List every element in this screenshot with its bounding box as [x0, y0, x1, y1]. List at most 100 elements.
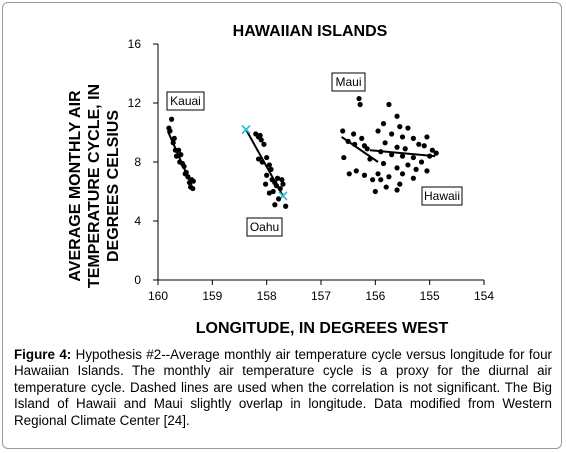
maui-label-box [331, 72, 366, 92]
maui-data-point [370, 177, 376, 183]
kauai-data-point [168, 116, 175, 122]
chart-title: HAWAIIAN ISLANDS [233, 23, 388, 40]
hawaii-data-point [380, 121, 387, 127]
hawaii-data-point [394, 113, 400, 119]
hawaii-data-point [394, 165, 400, 171]
hawaii-data-point [405, 125, 411, 131]
oahu-data-point [266, 190, 272, 196]
maui-data-point [353, 168, 359, 174]
hawaii-data-point [399, 134, 406, 140]
hawaii-data-point [399, 171, 406, 177]
hawaii-label-text: Hawaii [424, 189, 460, 203]
kauai-data-point [190, 185, 196, 192]
x-tick-label: 158 [257, 289, 277, 303]
hawaii-data-point [416, 141, 422, 147]
axes: 160 159 158 157 156 155 154 0 4 8 12 16 [128, 37, 495, 303]
hawaii-data-point [394, 144, 400, 150]
oahu-data-point [277, 185, 283, 192]
scatter-chart: HAWAIIAN ISLANDS AVERAGE MONTHLY AIR TEM… [67, 23, 495, 337]
oahu-data-point [279, 177, 285, 183]
caption-text: Hypothesis #2--Average monthly air tempe… [14, 347, 553, 428]
maui-data-point [367, 156, 373, 162]
kauai-label-box [166, 91, 205, 111]
hawaii-data-point [389, 152, 395, 158]
kauai-data-point [176, 147, 182, 153]
hawaii-data-point [375, 171, 381, 177]
oahu-data-point [264, 172, 270, 178]
oahu-data-point [273, 183, 280, 189]
maui-data-point [352, 141, 358, 147]
hawaii-data-point [410, 175, 416, 181]
hawaii-data-point [433, 150, 439, 156]
hawaii-data-point [394, 187, 400, 193]
hawaii-data-point [380, 160, 387, 167]
oahu-label-text: Oahu [250, 220, 279, 234]
kauai-data-point [182, 171, 188, 177]
oahu-data-point [266, 162, 272, 168]
oahu-data-point [268, 166, 274, 172]
hawaii-data-point [418, 159, 425, 165]
kauai-data-point [173, 153, 180, 159]
x-tick-label: 159 [202, 289, 222, 303]
kauai-data-point [181, 163, 187, 170]
oahu-label-box [246, 217, 283, 237]
hawaii-data-point [382, 140, 388, 146]
y-tick-label: 16 [128, 37, 142, 51]
oahu-data-point [261, 141, 267, 147]
kauai-data-point [178, 152, 184, 158]
oahu-data-point [255, 156, 262, 162]
oahu-data-point [272, 202, 278, 208]
oahu-data-point [258, 137, 264, 143]
maui-data-point [340, 128, 346, 134]
maui-data-point [346, 171, 352, 177]
oahu-fit-endpoint-marker [241, 124, 251, 135]
maui-data-point [341, 154, 347, 161]
y-axis-title-line-2: TEMPERATURE CYCLE, IN [86, 84, 103, 288]
hawaii-data-point [397, 124, 403, 130]
y-tick-label: 0 [134, 273, 141, 287]
maui-data-point [361, 172, 368, 178]
hawaii-data-point [386, 174, 392, 180]
oahu-data-point [276, 196, 282, 202]
oahu-data-point [280, 181, 286, 187]
hawaii-data-point [424, 134, 430, 140]
x-tick-label: 157 [311, 289, 331, 303]
hawaii-data-point [421, 143, 427, 149]
hawaii-data-point [399, 153, 406, 159]
x-tick-label: 154 [474, 289, 494, 303]
hawaii-data-point [378, 149, 384, 155]
hawaii-data-point [410, 154, 416, 161]
oahu-data-point [257, 132, 263, 139]
hawaii-data-point [397, 181, 403, 187]
maui-data-point [359, 135, 365, 141]
hawaii-data-point [372, 188, 378, 195]
oahu-data-point [259, 159, 265, 165]
x-tick-label: 155 [420, 289, 440, 303]
kauai-data-point [190, 178, 196, 184]
oahu-data-point [283, 203, 289, 209]
data-points [166, 95, 439, 209]
figure-caption: Figure 4: Hypothesis #2--Average monthly… [14, 347, 552, 429]
maui-data-point [357, 101, 363, 108]
maui-data-point [345, 138, 351, 144]
kauai-data-point [167, 128, 173, 134]
hawaii-data-point [402, 146, 408, 152]
oahu-data-point [274, 175, 281, 181]
maui-label: Maui [331, 72, 366, 92]
x-tick-label: 156 [365, 289, 385, 303]
y-axis-title: AVERAGE MONTHLY AIR TEMPERATURE CYCLE, I… [67, 84, 122, 288]
hawaii-data-point [389, 131, 395, 137]
maui-data-point [364, 146, 370, 152]
hawaii-label: Hawaii [421, 186, 463, 206]
kauai-label: Kauai [166, 91, 205, 111]
hawaii-data-point [427, 153, 433, 159]
island-labels: Kauai Oahu Maui Hawaii [166, 72, 463, 237]
maui-data-point [351, 131, 357, 137]
hawaii-data-point [378, 177, 384, 183]
y-tick-label: 4 [134, 214, 141, 228]
hawaii-data-point [383, 184, 389, 190]
hawaii-data-point [424, 168, 430, 174]
hawaii-data-point [410, 135, 416, 141]
oahu-label: Oahu [246, 217, 283, 237]
kauai-data-point [177, 159, 183, 165]
